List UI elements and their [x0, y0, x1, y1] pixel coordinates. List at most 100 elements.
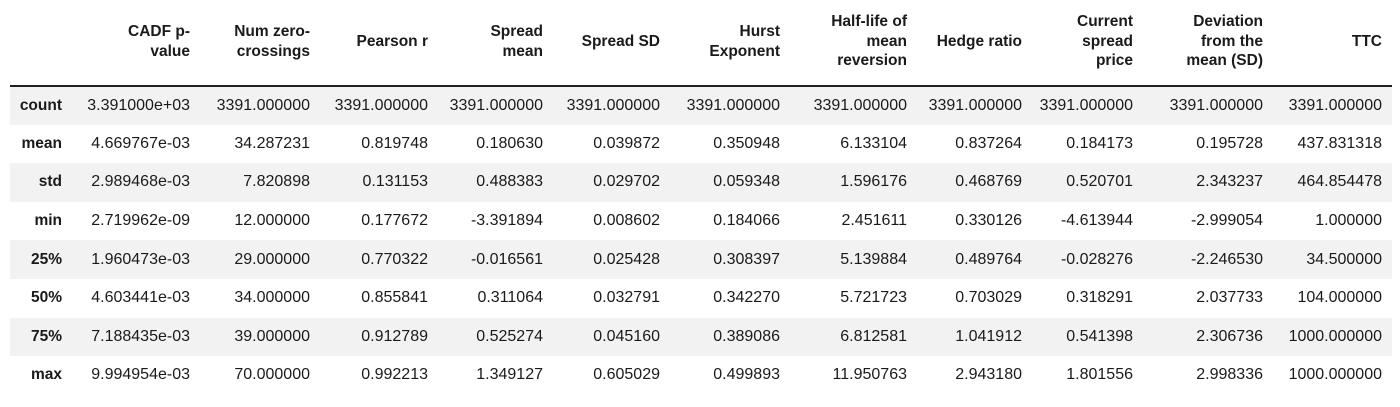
cell-50%-col8: 0.703029	[955, 289, 1022, 307]
cell-25%-col7: 5.139884	[840, 250, 907, 268]
cell-min-col9: -4.613944	[1060, 212, 1133, 230]
cell-min-col8: 0.330126	[955, 212, 1022, 230]
cell-25%-col5: 0.025428	[593, 250, 660, 268]
cell-50%-col5: 0.032791	[593, 289, 660, 307]
cell-50%-col11: 104.000000	[1297, 289, 1382, 307]
describe-table: CADF p- value Num zero- crossings Pearson …	[10, 0, 1392, 395]
cell-25%-col4: -0.016561	[470, 250, 543, 268]
cell-75%-col11: 1000.000000	[1288, 327, 1382, 345]
cell-50%-col4: 0.311064	[477, 289, 543, 307]
cell-count-col1: 3.391000e+03	[87, 96, 190, 114]
cell-max-col3: 0.992213	[361, 366, 428, 384]
column-header-7: Half-life of mean reversion	[790, 0, 917, 87]
table-row-25%: 25% 1.960473e-03 29.000000 0.770322 -0.01656…	[10, 240, 1392, 279]
table-body: count 3.391000e+03 3391.000000 3391.000000 3…	[10, 86, 1392, 395]
cell-min-col6: 0.184066	[713, 212, 780, 230]
cell-25%-col10: -2.246530	[1190, 250, 1263, 268]
cell-std-col4: 0.488383	[476, 173, 543, 191]
cell-75%-col5: 0.045160	[593, 327, 660, 345]
cell-50%-col7: 5.721723	[840, 289, 907, 307]
cell-count-col3: 3391.000000	[334, 96, 428, 114]
cell-mean-col10: 0.195728	[1196, 134, 1263, 152]
cell-min-col11: 1.000000	[1315, 212, 1382, 230]
cell-75%-col7: 6.812581	[840, 327, 907, 345]
cell-std-col5: 0.029702	[593, 173, 660, 191]
cell-count-col5: 3391.000000	[566, 96, 660, 114]
cell-75%-col3: 0.912789	[361, 327, 428, 345]
cell-mean-col3: 0.819748	[361, 134, 428, 152]
cell-mean-col8: 0.837264	[955, 134, 1022, 152]
row-label: 25%	[30, 250, 62, 268]
cell-min-col7: 2.451611	[841, 212, 907, 230]
cell-count-col6: 3391.000000	[686, 96, 780, 114]
summary-stats-table-container: CADF p- value Num zero- crossings Pearson …	[10, 0, 1392, 395]
cell-max-col10: 2.998336	[1196, 366, 1263, 384]
column-header-3: Pearson r	[320, 0, 438, 87]
column-header-2: Num zero- crossings	[200, 0, 320, 87]
cell-mean-col4: 0.180630	[476, 134, 543, 152]
column-header-5: Spread SD	[553, 0, 670, 87]
cell-mean-col7: 6.133104	[840, 134, 907, 152]
cell-50%-col6: 0.342270	[713, 289, 780, 307]
cell-50%-col1: 4.603441e-03	[91, 289, 190, 307]
row-label: min	[34, 212, 62, 230]
cell-min-col4: -3.391894	[470, 212, 543, 230]
cell-min-col10: -2.999054	[1190, 212, 1263, 230]
table-row-75%: 75% 7.188435e-03 39.000000 0.912789 0.525274…	[10, 317, 1392, 357]
table-row-50%: 50% 4.603441e-03 34.000000 0.855841 0.311064…	[10, 279, 1392, 318]
cell-50%-col3: 0.855841	[361, 289, 428, 307]
cell-max-col2: 70.000000	[234, 366, 310, 384]
cell-mean-col2: 34.287231	[234, 134, 310, 152]
cell-75%-col6: 0.389086	[713, 327, 780, 345]
row-label: mean	[21, 134, 63, 152]
cell-max-col4: 1.349127	[476, 366, 543, 384]
cell-75%-col2: 39.000000	[234, 327, 310, 345]
cell-75%-col8: 1.041912	[955, 327, 1022, 345]
cell-std-col7: 1.596176	[840, 173, 907, 191]
cell-min-col3: 0.177672	[361, 212, 428, 230]
cell-max-col1: 9.994954e-03	[91, 366, 190, 384]
table-row-std: std 2.989468e-03 7.820898 0.131153 0.488383 0…	[10, 163, 1392, 202]
cell-25%-col8: 0.489764	[955, 250, 1022, 268]
row-label: max	[30, 366, 62, 384]
table-header: CADF p- value Num zero- crossings Pearson …	[10, 0, 1392, 87]
column-header-8: Hedge ratio	[917, 0, 1032, 87]
table-row-max: max 9.994954e-03 70.000000 0.992213 1.349127…	[10, 356, 1392, 395]
cell-max-col8: 2.943180	[955, 366, 1022, 384]
cell-min-col1: 2.719962e-09	[91, 212, 190, 230]
table-row-mean: mean 4.669767e-03 34.287231 0.819748 0.18063…	[10, 125, 1392, 164]
cell-mean-col5: 0.039872	[593, 134, 660, 152]
cell-std-col2: 7.820898	[243, 173, 310, 191]
column-header-10: Deviation from the mean (SD)	[1143, 0, 1273, 87]
cell-50%-col10: 2.037733	[1196, 289, 1263, 307]
cell-mean-col11: 437.831318	[1297, 134, 1382, 152]
cell-std-col9: 0.520701	[1066, 173, 1133, 191]
cell-std-col6: 0.059348	[713, 173, 780, 191]
row-label: 75%	[30, 327, 62, 345]
cell-max-col6: 0.499893	[713, 366, 780, 384]
corner-cell	[10, 0, 72, 87]
row-label: count	[19, 96, 62, 114]
cell-min-col2: 12.000000	[234, 212, 310, 230]
cell-max-col5: 0.605029	[593, 366, 660, 384]
table-row-min: min 2.719962e-09 12.000000 0.177672 -3.39189…	[10, 202, 1392, 241]
cell-25%-col2: 29.000000	[234, 250, 310, 268]
cell-50%-col2: 34.000000	[234, 289, 310, 307]
cell-25%-col1: 1.960473e-03	[91, 250, 190, 268]
cell-25%-col9: -0.028276	[1060, 250, 1133, 268]
row-label: 50%	[30, 289, 62, 307]
column-header-6: Hurst Exponent	[670, 0, 790, 87]
cell-min-col5: 0.008602	[593, 212, 660, 230]
cell-25%-col11: 34.500000	[1306, 250, 1382, 268]
cell-count-col10: 3391.000000	[1169, 96, 1263, 114]
column-header-9: Current spread price	[1032, 0, 1143, 87]
column-header-1: CADF p- value	[72, 0, 200, 87]
cell-max-col11: 1000.000000	[1288, 366, 1382, 384]
cell-std-col10: 2.343237	[1196, 173, 1263, 191]
cell-max-col9: 1.801556	[1066, 366, 1133, 384]
cell-mean-col1: 4.669767e-03	[91, 134, 190, 152]
cell-count-col9: 3391.000000	[1039, 96, 1133, 114]
cell-count-col4: 3391.000000	[449, 96, 543, 114]
cell-mean-col9: 0.184173	[1066, 134, 1133, 152]
cell-std-col1: 2.989468e-03	[91, 173, 190, 191]
